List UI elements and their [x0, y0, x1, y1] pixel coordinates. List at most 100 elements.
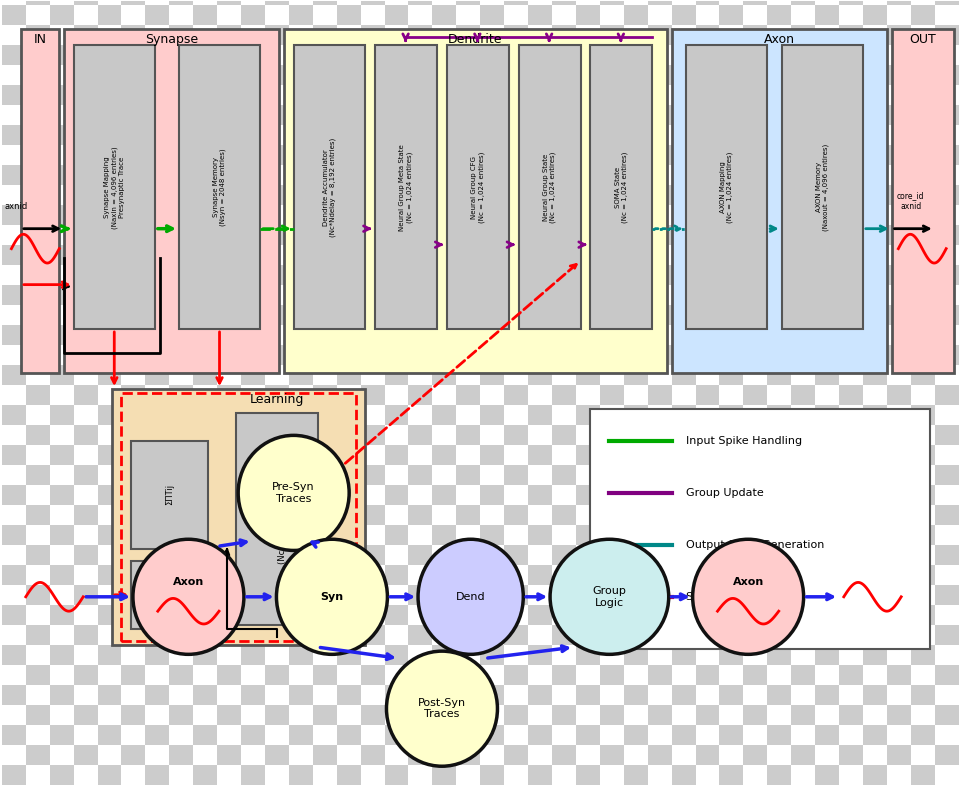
- FancyBboxPatch shape: [112, 389, 366, 645]
- Bar: [313, 445, 337, 465]
- Bar: [863, 6, 887, 25]
- Bar: [600, 245, 624, 265]
- Bar: [767, 105, 791, 125]
- Bar: [313, 705, 337, 725]
- Bar: [2, 145, 26, 165]
- Bar: [289, 205, 313, 225]
- Bar: [552, 585, 576, 604]
- Bar: [672, 385, 695, 405]
- Bar: [600, 46, 624, 65]
- Bar: [504, 225, 528, 245]
- Bar: [265, 245, 289, 265]
- Bar: [743, 485, 767, 505]
- Bar: [145, 365, 169, 385]
- Bar: [576, 645, 600, 665]
- Bar: [528, 525, 552, 545]
- Bar: [122, 585, 145, 604]
- Bar: [241, 525, 265, 545]
- Bar: [169, 565, 193, 585]
- Bar: [600, 385, 624, 405]
- Bar: [265, 665, 289, 685]
- Bar: [600, 725, 624, 744]
- Bar: [815, 625, 839, 645]
- Bar: [50, 6, 74, 25]
- Bar: [767, 545, 791, 565]
- Bar: [672, 425, 695, 445]
- FancyBboxPatch shape: [294, 46, 366, 329]
- Bar: [74, 604, 98, 625]
- Bar: [552, 385, 576, 405]
- Bar: [122, 365, 145, 385]
- Bar: [887, 685, 911, 705]
- Bar: [337, 325, 361, 345]
- Bar: [169, 0, 193, 6]
- Bar: [504, 525, 528, 545]
- Bar: [385, 744, 408, 765]
- Bar: [480, 425, 504, 445]
- Bar: [863, 585, 887, 604]
- Bar: [337, 604, 361, 625]
- Bar: [122, 465, 145, 485]
- Bar: [504, 305, 528, 325]
- Bar: [624, 0, 648, 6]
- Bar: [289, 245, 313, 265]
- Bar: [408, 105, 432, 125]
- Bar: [743, 25, 767, 46]
- Bar: [767, 744, 791, 765]
- Bar: [887, 0, 911, 6]
- Bar: [911, 585, 935, 604]
- Bar: [504, 245, 528, 265]
- Bar: [911, 405, 935, 425]
- Bar: [480, 625, 504, 645]
- Bar: [743, 685, 767, 705]
- Bar: [193, 604, 217, 625]
- Bar: [695, 285, 719, 305]
- Bar: [672, 205, 695, 225]
- Bar: [624, 604, 648, 625]
- Bar: [456, 105, 480, 125]
- Bar: [169, 705, 193, 725]
- Bar: [98, 86, 122, 105]
- Bar: [767, 604, 791, 625]
- Bar: [2, 205, 26, 225]
- Bar: [241, 744, 265, 765]
- Bar: [361, 46, 385, 65]
- Bar: [193, 125, 217, 145]
- Text: Syn: Syn: [321, 592, 344, 602]
- Bar: [695, 585, 719, 604]
- Bar: [50, 485, 74, 505]
- Bar: [217, 385, 241, 405]
- Bar: [648, 604, 672, 625]
- Bar: [791, 145, 815, 165]
- Bar: [600, 345, 624, 365]
- Bar: [695, 705, 719, 725]
- Bar: [672, 305, 695, 325]
- Bar: [456, 0, 480, 6]
- Bar: [456, 405, 480, 425]
- Bar: [432, 265, 456, 285]
- Bar: [815, 405, 839, 425]
- Bar: [767, 145, 791, 165]
- Bar: [217, 65, 241, 86]
- Bar: [552, 705, 576, 725]
- Bar: [122, 665, 145, 685]
- Bar: [289, 565, 313, 585]
- Bar: [74, 86, 98, 105]
- Bar: [313, 365, 337, 385]
- Bar: [98, 325, 122, 345]
- Bar: [385, 0, 408, 6]
- Text: Neural Group State
(Nc = 1,024 entires): Neural Group State (Nc = 1,024 entires): [542, 152, 557, 223]
- Bar: [456, 665, 480, 685]
- Bar: [839, 265, 863, 285]
- Bar: [385, 505, 408, 525]
- Bar: [408, 625, 432, 645]
- Bar: [241, 325, 265, 345]
- Bar: [74, 505, 98, 525]
- Bar: [122, 765, 145, 784]
- Bar: [624, 725, 648, 744]
- Bar: [863, 425, 887, 445]
- Bar: [791, 125, 815, 145]
- Bar: [122, 265, 145, 285]
- Bar: [217, 645, 241, 665]
- Bar: [98, 245, 122, 265]
